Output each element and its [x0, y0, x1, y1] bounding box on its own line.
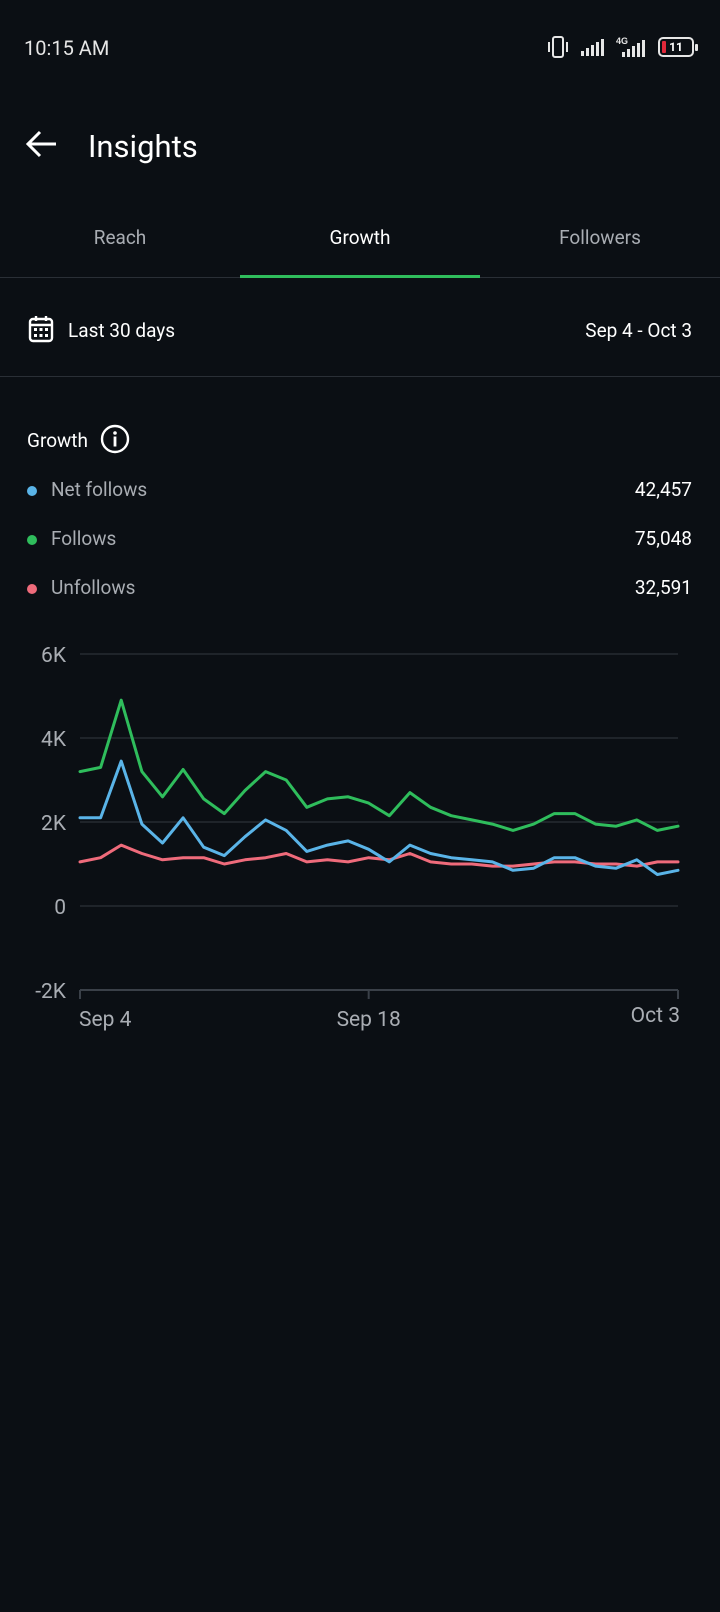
- status-bar: 10:15 AM 4G 11: [0, 0, 720, 100]
- status-time: 10:15 AM: [24, 36, 110, 60]
- series-line-unfollows: [78, 843, 680, 868]
- growth-line-chart: 6K 4K 2K 0 -2K Sep 4 Sep 18 Oct 3: [35, 644, 680, 1032]
- app-header: Insights: [0, 110, 720, 190]
- metric-label: Unfollows: [51, 576, 136, 599]
- legend-dot-follows: [27, 535, 37, 545]
- y-tick-label: 4K: [41, 728, 67, 752]
- metric-net-follows: Net follows 42,457: [0, 476, 720, 506]
- date-filter[interactable]: Last 30 days Sep 4 - Oct 3: [0, 279, 720, 377]
- status-icons: 4G 11: [546, 36, 698, 58]
- tab-bar: Reach Growth Followers: [0, 210, 720, 278]
- tab-followers[interactable]: Followers: [559, 226, 641, 249]
- date-range-label[interactable]: Last 30 days: [68, 319, 176, 342]
- network-type-label: 4G: [616, 36, 628, 46]
- tab-reach[interactable]: Reach: [93, 226, 147, 249]
- legend-dot-unfollows: [27, 584, 37, 594]
- x-tick-label: Oct 3: [631, 1004, 680, 1028]
- metric-unfollows: Unfollows 32,591: [0, 574, 720, 604]
- tab-growth[interactable]: Growth: [240, 210, 480, 278]
- battery-level: 11: [669, 40, 683, 54]
- metric-follows: Follows 75,048: [0, 525, 720, 555]
- page-title: Insights: [88, 128, 198, 165]
- y-tick-label: 0: [54, 896, 66, 920]
- y-tick-label: 6K: [41, 644, 67, 668]
- series-line-follows: [78, 698, 680, 832]
- info-icon[interactable]: [100, 424, 130, 454]
- metric-label: Net follows: [51, 478, 148, 501]
- calendar-icon: [28, 316, 54, 343]
- x-tick-label: Sep 4: [79, 1008, 132, 1032]
- x-tick-label: Sep 18: [337, 1008, 401, 1032]
- arrow-left-icon[interactable]: [24, 126, 60, 162]
- vibrate-icon: [548, 36, 568, 58]
- metric-value: 32,591: [634, 576, 692, 599]
- signal-icon: [581, 39, 604, 56]
- legend-dot-net-follows: [27, 486, 37, 496]
- y-tick-label: 2K: [41, 812, 67, 836]
- metric-value: 42,457: [634, 478, 692, 501]
- date-span: Sep 4 - Oct 3: [585, 319, 692, 342]
- metric-value: 75,048: [634, 527, 692, 550]
- 4g-signal-icon: 4G: [616, 36, 645, 57]
- battery-icon: 11: [658, 37, 698, 57]
- metric-label: Follows: [51, 527, 117, 550]
- section-title: Growth: [27, 429, 88, 452]
- y-tick-label: -2K: [35, 980, 67, 1004]
- series-line-net-follows: [78, 759, 680, 876]
